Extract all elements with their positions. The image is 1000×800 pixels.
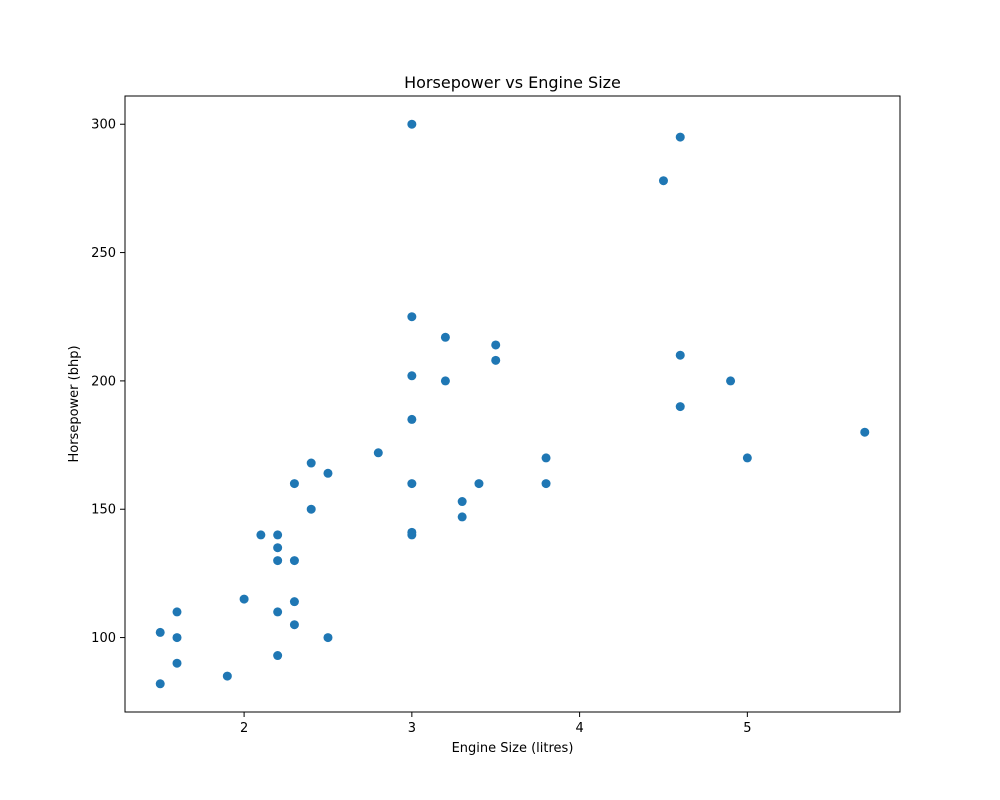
data-point-21 xyxy=(373,448,383,458)
data-point-26 xyxy=(407,479,417,489)
plot-frame xyxy=(124,95,901,713)
data-point-43 xyxy=(742,453,752,463)
data-point-32 xyxy=(457,512,467,522)
data-point-14 xyxy=(289,556,299,566)
data-point-36 xyxy=(541,453,551,463)
y-axis-label: Horsepower (bhp) xyxy=(67,345,82,462)
data-point-18 xyxy=(306,504,316,514)
data-point-12 xyxy=(273,651,283,661)
data-point-2 xyxy=(172,607,182,617)
data-point-29 xyxy=(440,332,450,342)
data-point-1 xyxy=(155,679,165,689)
data-point-15 xyxy=(289,597,299,607)
data-point-20 xyxy=(323,633,333,643)
x-axis-label: Engine Size (litres) xyxy=(452,741,574,756)
data-point-31 xyxy=(457,497,467,507)
data-point-5 xyxy=(222,671,232,681)
data-point-17 xyxy=(306,458,316,468)
data-point-39 xyxy=(675,132,685,142)
x-tick-label: 4 xyxy=(575,721,583,736)
x-tick-label: 5 xyxy=(743,721,751,736)
data-point-38 xyxy=(658,176,668,186)
data-point-8 xyxy=(273,530,283,540)
data-point-35 xyxy=(491,355,501,365)
data-point-28 xyxy=(407,530,417,540)
data-point-13 xyxy=(289,479,299,489)
y-tick-label: 250 xyxy=(91,246,116,261)
x-axis: 2 3 4 5 xyxy=(240,712,751,736)
plot-area xyxy=(155,119,870,689)
y-tick-label: 200 xyxy=(91,374,116,389)
data-point-9 xyxy=(273,543,283,553)
x-tick-label: 3 xyxy=(408,721,416,736)
data-point-0 xyxy=(155,627,165,637)
data-point-44 xyxy=(860,427,870,437)
data-point-41 xyxy=(675,402,685,412)
data-point-16 xyxy=(289,620,299,630)
chart-title: Horsepower vs Engine Size xyxy=(404,73,621,92)
data-point-24 xyxy=(407,371,417,381)
data-point-30 xyxy=(440,376,450,386)
data-point-40 xyxy=(675,350,685,360)
data-point-33 xyxy=(474,479,484,489)
data-point-11 xyxy=(273,607,283,617)
data-point-19 xyxy=(323,468,333,478)
data-point-42 xyxy=(726,376,736,386)
x-tick-label: 2 xyxy=(240,721,248,736)
data-point-4 xyxy=(172,658,182,668)
y-tick-label: 300 xyxy=(91,118,116,133)
y-tick-label: 150 xyxy=(91,503,116,518)
data-point-34 xyxy=(491,340,501,350)
data-point-7 xyxy=(256,530,266,540)
data-point-3 xyxy=(172,633,182,643)
data-point-23 xyxy=(407,312,417,322)
y-tick-label: 100 xyxy=(91,631,116,646)
y-axis: 100 150 200 250 300 xyxy=(91,118,125,646)
data-point-10 xyxy=(273,556,283,566)
data-point-25 xyxy=(407,414,417,424)
data-point-22 xyxy=(407,119,417,129)
data-point-6 xyxy=(239,594,249,604)
data-point-37 xyxy=(541,479,551,489)
